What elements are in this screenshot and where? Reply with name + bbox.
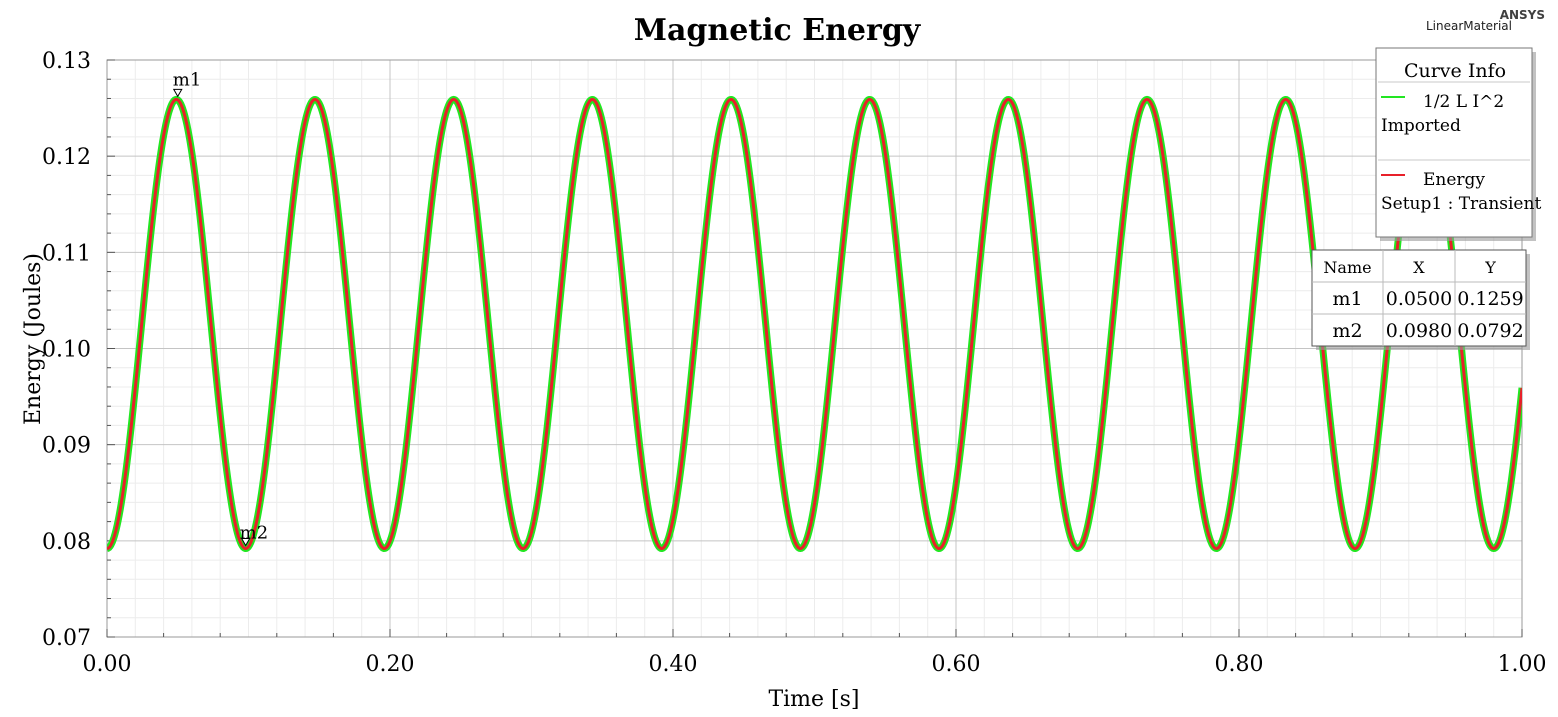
marker-m1[interactable]: m1 xyxy=(172,69,202,98)
y-tick-label: 0.10 xyxy=(42,338,91,363)
x-tick-label: 1.00 xyxy=(1498,652,1547,677)
legend-series-name: Energy xyxy=(1423,170,1485,190)
marker-table-frame xyxy=(1311,249,1527,347)
legend-series-source: Imported xyxy=(1381,116,1461,136)
marker-table-header: Name xyxy=(1323,258,1371,277)
marker-table-row[interactable]: m2 0.0980 0.0792 xyxy=(1332,320,1523,342)
series-line-energy xyxy=(107,97,1522,551)
marker-table-cell: 0.0792 xyxy=(1457,320,1523,342)
y-tick-label: 0.11 xyxy=(42,241,91,266)
x-tick-label: 0.00 xyxy=(83,652,132,677)
marker-triangle-icon xyxy=(240,538,251,547)
series-layer xyxy=(107,95,1522,553)
x-tick-label: 0.60 xyxy=(932,652,981,677)
legend-title: Curve Info xyxy=(1404,60,1506,82)
y-tick-label: 0.13 xyxy=(42,49,91,74)
x-tick-label: 0.40 xyxy=(649,652,698,677)
company-label: ANSYS xyxy=(1500,8,1545,22)
legend-box xyxy=(1375,47,1533,238)
chart-title: Magnetic Energy xyxy=(634,13,922,48)
marker-layer: m1 m2 xyxy=(172,69,269,547)
marker-table-cell: 0.0500 xyxy=(1386,288,1452,310)
marker-table-cell: 0.1259 xyxy=(1457,288,1523,310)
legend-series-name: 1/2 L I^2 xyxy=(1423,92,1504,112)
x-axis-tick-labels: 0.00 0.20 0.40 0.60 0.80 1.00 xyxy=(83,652,1547,677)
y-tick-label: 0.08 xyxy=(42,530,91,555)
y-axis-tick-labels: 0.07 0.08 0.09 0.10 0.11 0.12 0.13 xyxy=(42,49,91,651)
legend-series-source: Setup1 : Transient xyxy=(1381,194,1541,214)
project-label: LinearMaterial xyxy=(1426,19,1512,33)
marker-table-cell: m2 xyxy=(1332,320,1362,342)
marker-triangle-icon xyxy=(172,88,183,98)
legend-item-energy[interactable]: Energy Setup1 : Transient xyxy=(1381,170,1541,214)
marker-table-header: Y xyxy=(1484,258,1496,277)
marker-m2[interactable]: m2 xyxy=(240,523,269,547)
x-axis-label: Time [s] xyxy=(768,687,859,712)
marker-table-cell: m1 xyxy=(1332,288,1362,310)
y-tick-label: 0.09 xyxy=(42,434,91,459)
y-axis-label: Energy (Joules) xyxy=(21,253,46,425)
curve-info-legend[interactable]: Curve Info 1/2 L I^2 Imported Energy Setup1… xyxy=(1375,47,1541,241)
marker-label: m2 xyxy=(240,523,269,544)
legend-item-imported[interactable]: 1/2 L I^2 Imported xyxy=(1381,92,1504,136)
marker-table-cell: 0.0980 xyxy=(1386,320,1452,342)
marker-label: m1 xyxy=(173,69,202,90)
x-tick-label: 0.80 xyxy=(1215,652,1264,677)
y-tick-label: 0.07 xyxy=(42,626,91,651)
y-tick-label: 0.12 xyxy=(42,145,91,170)
marker-table[interactable]: Name X Ym1 0.0500 0.1259 m2 0.0980 0.0792 xyxy=(1311,249,1530,350)
x-tick-label: 0.20 xyxy=(366,652,415,677)
marker-table-row[interactable]: m1 0.0500 0.1259 xyxy=(1332,288,1523,310)
marker-table-header: X xyxy=(1413,258,1425,277)
